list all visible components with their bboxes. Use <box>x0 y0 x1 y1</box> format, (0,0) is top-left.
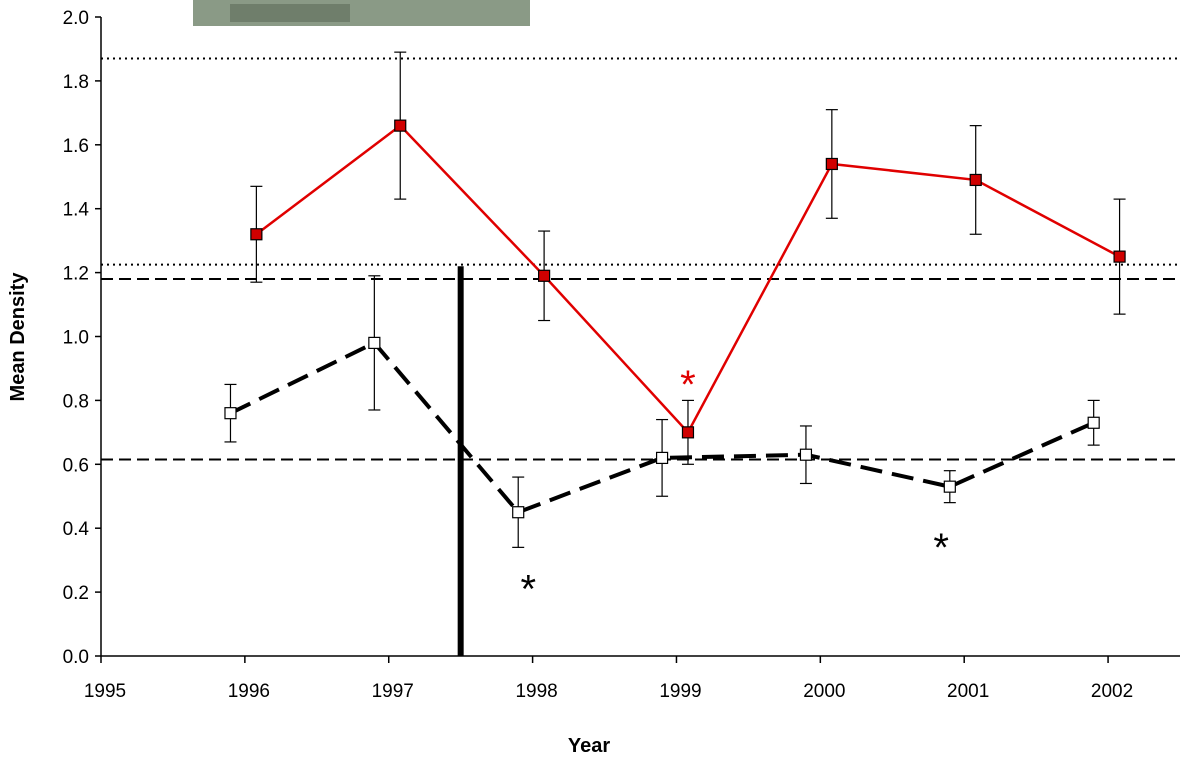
y-tick-label: 1.8 <box>63 72 89 93</box>
y-tick-label: 1.6 <box>63 136 89 157</box>
y-tick-label: 1.2 <box>63 264 89 285</box>
x-tick-label: 2000 <box>803 681 845 702</box>
marker <box>369 337 380 348</box>
y-tick-label: 0.6 <box>63 455 89 476</box>
y-axis-label: Mean Density <box>7 272 29 402</box>
y-tick-label: 1.0 <box>63 328 89 349</box>
y-tick-label: 0.0 <box>63 647 89 668</box>
x-tick-label: 1999 <box>659 681 701 702</box>
annotation: * <box>520 568 536 612</box>
marker <box>513 507 524 518</box>
annotation: * <box>933 526 949 570</box>
marker <box>395 120 406 131</box>
marker <box>826 158 837 169</box>
y-tick-label: 0.2 <box>63 583 89 604</box>
marker <box>944 481 955 492</box>
x-tick-label: 1997 <box>372 681 414 702</box>
marker <box>225 408 236 419</box>
photo-detail <box>230 4 350 22</box>
marker <box>251 229 262 240</box>
annotation: * <box>680 363 696 407</box>
y-tick-label: 2.0 <box>63 8 89 29</box>
marker <box>657 452 668 463</box>
y-tick-label: 0.4 <box>63 519 90 540</box>
x-axis-label: Year <box>568 735 610 757</box>
marker <box>970 174 981 185</box>
y-tick-label: 0.8 <box>63 391 89 412</box>
chart: Year Mean Density 0.0 0.2 0.4 0.6 0.8 1.0 1.2 1… <box>0 0 1185 769</box>
marker <box>1088 417 1099 428</box>
marker <box>800 449 811 460</box>
marker <box>682 427 693 438</box>
y-tick-label: 1.4 <box>63 200 90 221</box>
x-tick-label: 2001 <box>947 681 989 702</box>
x-tick-label: 1996 <box>228 681 270 702</box>
marker <box>1114 251 1125 262</box>
x-tick-label: 2002 <box>1091 681 1133 702</box>
x-tick-label: 1998 <box>515 681 557 702</box>
x-tick-label: 1995 <box>84 681 126 702</box>
marker <box>539 270 550 281</box>
